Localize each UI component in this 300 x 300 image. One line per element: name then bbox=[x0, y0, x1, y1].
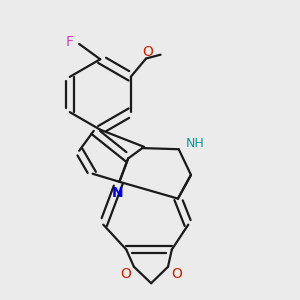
Text: NH: NH bbox=[185, 137, 204, 150]
Text: O: O bbox=[120, 267, 131, 281]
Text: F: F bbox=[66, 35, 74, 49]
Text: O: O bbox=[142, 45, 153, 58]
Text: O: O bbox=[142, 44, 154, 59]
Text: N: N bbox=[112, 186, 123, 200]
Text: F: F bbox=[64, 34, 75, 50]
Text: O: O bbox=[171, 267, 182, 281]
